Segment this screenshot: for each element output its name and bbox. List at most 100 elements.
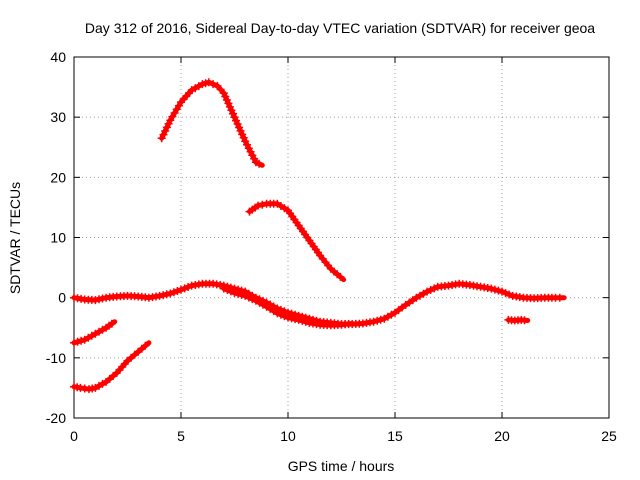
data-point <box>162 290 171 299</box>
data-point <box>494 286 503 295</box>
data-point <box>520 316 529 325</box>
data-point <box>219 284 228 293</box>
data-point <box>229 109 237 118</box>
data-point <box>336 272 345 281</box>
y-tick-label: 40 <box>50 49 66 65</box>
y-axis-label: SDTVAR / TECUs <box>7 182 23 294</box>
data-point <box>224 99 233 108</box>
data-point <box>241 291 250 300</box>
data-point <box>498 287 506 296</box>
data-point <box>164 119 173 128</box>
y-tick-label: -10 <box>46 350 66 366</box>
data-point <box>91 296 100 305</box>
series-markers-arc-high <box>157 78 264 168</box>
data-point <box>294 315 303 324</box>
data-point <box>234 289 243 298</box>
data-point <box>258 200 267 209</box>
data-point <box>184 283 193 291</box>
grid-layer <box>74 57 609 418</box>
y-tick-label: -20 <box>46 410 66 426</box>
data-point <box>254 201 262 210</box>
data-point <box>70 338 78 347</box>
data-point <box>157 134 166 143</box>
data-point <box>376 315 385 324</box>
data-point <box>209 80 218 89</box>
data-point <box>236 126 245 135</box>
series-markers-short-segment <box>504 315 529 325</box>
data-point <box>162 123 171 132</box>
data-point <box>161 127 170 135</box>
data-point <box>369 317 378 326</box>
data-point <box>248 295 257 304</box>
x-tick-label: 25 <box>601 428 617 444</box>
data-point <box>95 295 103 304</box>
data-point <box>223 286 232 294</box>
data-point <box>221 92 230 101</box>
data-point <box>173 287 182 295</box>
data-point <box>177 285 185 294</box>
series-markers-arc-mid <box>245 199 345 281</box>
data-point <box>159 130 168 139</box>
x-tick-label: 20 <box>494 428 510 444</box>
data-point <box>246 147 255 156</box>
data-point <box>204 78 213 87</box>
data-point <box>237 290 246 299</box>
data-point <box>423 287 432 296</box>
x-tick-label: 10 <box>280 428 296 444</box>
series-markers-baseline-alt <box>219 284 353 330</box>
data-point <box>426 286 435 294</box>
data-point <box>276 310 285 319</box>
data-point <box>226 287 235 296</box>
x-tick-label: 0 <box>70 428 78 444</box>
data-point <box>107 319 116 328</box>
series-markers-low-line <box>70 319 116 347</box>
data-point <box>244 293 253 302</box>
y-tick-label: 10 <box>50 230 66 246</box>
data-point <box>255 159 264 168</box>
data-point <box>487 284 496 293</box>
data-point <box>241 137 250 146</box>
series-markers-dip-curve <box>70 341 150 394</box>
data-point <box>159 291 168 300</box>
data-point <box>287 314 296 323</box>
data-point <box>169 288 178 297</box>
x-axis-label: GPS time / hours <box>288 458 395 474</box>
chart-title: Day 312 of 2016, Sidereal Day-to-day VTE… <box>85 20 595 36</box>
data-point <box>490 285 499 294</box>
x-tick-label: 5 <box>177 428 185 444</box>
data-point <box>250 154 259 163</box>
y-tick-label: 30 <box>50 109 66 125</box>
data-point <box>141 341 150 350</box>
data-point <box>166 289 175 298</box>
data-point <box>248 151 257 160</box>
data-point <box>244 144 253 153</box>
data-point <box>344 319 353 328</box>
data-point <box>505 290 514 299</box>
series-line-arc-high <box>159 79 265 168</box>
data-point <box>284 313 292 322</box>
data-point <box>373 316 382 325</box>
x-tick-label: 15 <box>387 428 403 444</box>
data-point <box>501 289 510 298</box>
ticks-layer: 0 5 10 15 20 25 -20 -10 0 10 20 30 40 <box>46 49 617 444</box>
data-point <box>280 312 289 321</box>
data-point <box>273 309 282 318</box>
data-point <box>291 315 300 324</box>
y-tick-label: 20 <box>50 169 66 185</box>
series-layer <box>70 78 567 394</box>
data-point <box>233 120 242 128</box>
data-point <box>98 294 107 303</box>
data-point <box>155 291 164 300</box>
data-point <box>180 284 189 293</box>
data-point <box>430 284 439 293</box>
data-point <box>555 293 564 302</box>
data-point <box>301 317 310 326</box>
y-tick-label: 0 <box>58 290 66 306</box>
data-point <box>77 336 86 345</box>
data-point <box>230 288 239 297</box>
data-point <box>73 337 82 346</box>
data-point <box>298 316 307 325</box>
data-point <box>243 140 251 149</box>
